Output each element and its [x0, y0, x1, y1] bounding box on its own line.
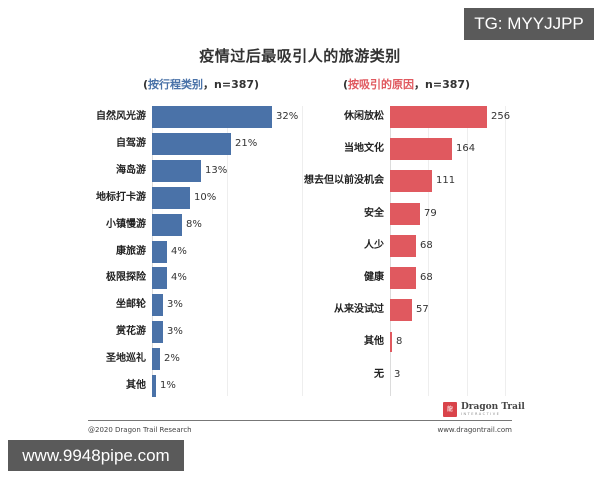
bar-label: 从来没试过	[334, 304, 384, 316]
bar	[390, 267, 416, 289]
bar	[152, 132, 231, 155]
left-bar-chart: 自然风光游 32% 自驾游 21% 海岛游 13% 地标打卡游 10% 小镇慢游 8% 康旅游 4% 极…	[96, 106, 322, 397]
right-subtitle-open: (	[343, 78, 349, 91]
gridline	[428, 106, 429, 396]
bar-value: 32%	[276, 111, 299, 122]
bar	[152, 321, 163, 344]
bar-label: 健康	[364, 272, 384, 283]
bar-value: 3	[394, 368, 401, 380]
left-subtitle-open: (	[143, 78, 149, 91]
bar-value: 57	[416, 304, 429, 316]
bar	[152, 106, 272, 128]
right-subtitle-rest: ，n=387)	[414, 78, 471, 91]
bar-value: 2%	[164, 353, 180, 365]
bar-value: 256	[491, 111, 511, 122]
footer-divider	[88, 420, 512, 421]
bar-value: 79	[424, 207, 437, 219]
bar-value: 21%	[235, 137, 258, 149]
bar-label: 想去但以前没机会	[304, 175, 384, 187]
bar	[152, 186, 190, 209]
bar-value: 4%	[171, 245, 187, 257]
bar	[152, 348, 160, 371]
bar	[390, 138, 452, 161]
bar	[390, 299, 412, 322]
bar-value: 8%	[186, 218, 202, 230]
bar-label: 其他	[126, 380, 146, 391]
bar	[152, 375, 156, 397]
bar-label: 人少	[364, 239, 384, 251]
left-subtitle-highlight: 按行程类别	[148, 78, 204, 91]
bar-value: 68	[420, 272, 433, 283]
bar-label: 休闲放松	[344, 111, 384, 122]
bar-value: 111	[436, 175, 456, 187]
logo-subtitle: INTERACTIVE	[461, 411, 501, 416]
bar	[390, 106, 487, 128]
gridline	[302, 106, 303, 396]
bar-label: 赏花游	[116, 326, 146, 338]
bar-value: 4%	[171, 272, 187, 284]
chart-title: 疫情过后最吸引人的旅游类别	[199, 47, 401, 65]
right-subtitle: (按吸引的原因，n=387)	[343, 76, 470, 92]
gridline	[505, 106, 506, 396]
bar-label: 当地文化	[344, 143, 384, 155]
right-subtitle-highlight: 按吸引的原因	[348, 78, 415, 91]
bar-label: 圣地巡礼	[106, 353, 146, 365]
bar-label: 地标打卡游	[96, 191, 146, 203]
footer-website: www.dragontrail.com	[437, 426, 512, 434]
bar-label: 康旅游	[116, 245, 146, 257]
bar	[152, 213, 182, 236]
bar-value: 10%	[194, 191, 217, 203]
bar-label: 小镇慢游	[106, 218, 146, 230]
bar-value: 3%	[167, 299, 183, 311]
dragon-trail-logo: 龍 Dragon Trail INTERACTIVE	[443, 400, 525, 418]
bar	[152, 159, 201, 182]
dragon-trail-logo-icon: 龍	[443, 401, 457, 417]
logo-name: Dragon Trail	[461, 401, 525, 412]
bar	[390, 234, 416, 257]
bar-label: 其他	[364, 336, 384, 348]
left-subtitle: (按行程类别，n=387)	[143, 76, 259, 92]
bar-value: 3%	[167, 326, 183, 338]
bar-value: 13%	[205, 164, 228, 176]
gridline	[227, 106, 228, 396]
bar-value: 1%	[160, 380, 176, 391]
bar-value: 8	[396, 336, 403, 348]
gridline	[467, 106, 468, 396]
bar	[152, 240, 167, 263]
footer-copyright: @2020 Dragon Trail Research	[88, 426, 192, 434]
bar-label: 极限探险	[106, 272, 146, 284]
bar-label: 自然风光游	[96, 111, 146, 122]
bar-label: 坐邮轮	[116, 299, 146, 311]
right-bar-chart: 休闲放松 256 当地文化 164 想去但以前没机会 111 安全 79 人少 68 健康 68 从来没…	[304, 106, 511, 396]
bar	[152, 267, 167, 290]
watermark-bottom-left: www.9948pipe.com	[8, 440, 184, 471]
bar	[152, 294, 163, 317]
bar	[390, 170, 432, 193]
bar-label: 无	[374, 368, 384, 380]
left-subtitle-rest: ，n=387)	[203, 78, 260, 91]
bar	[390, 202, 420, 225]
bar	[390, 332, 392, 353]
bar-label: 海岛游	[116, 164, 146, 176]
bar-value: 164	[456, 143, 476, 155]
bar-value: 68	[420, 239, 433, 251]
watermark-top-right: TG: MYYJJPP	[464, 8, 594, 40]
bar-label: 自驾游	[116, 137, 146, 149]
bar-label: 安全	[364, 207, 384, 219]
